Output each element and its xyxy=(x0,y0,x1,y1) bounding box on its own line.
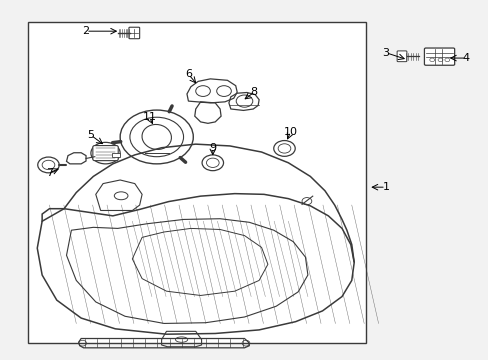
Bar xyxy=(27,22,366,343)
Text: 7: 7 xyxy=(46,168,53,178)
FancyBboxPatch shape xyxy=(396,51,406,62)
FancyBboxPatch shape xyxy=(93,145,118,161)
FancyBboxPatch shape xyxy=(424,48,454,65)
Text: 8: 8 xyxy=(250,87,257,97)
Text: 10: 10 xyxy=(283,127,297,136)
FancyBboxPatch shape xyxy=(129,27,140,39)
Text: 2: 2 xyxy=(82,26,89,36)
Text: 11: 11 xyxy=(142,112,156,122)
Text: 6: 6 xyxy=(184,69,191,79)
Text: 5: 5 xyxy=(87,130,94,140)
Bar xyxy=(112,153,120,157)
Text: 1: 1 xyxy=(382,182,388,192)
Text: 4: 4 xyxy=(462,53,469,63)
Text: 9: 9 xyxy=(209,143,216,153)
Text: 3: 3 xyxy=(382,48,388,58)
